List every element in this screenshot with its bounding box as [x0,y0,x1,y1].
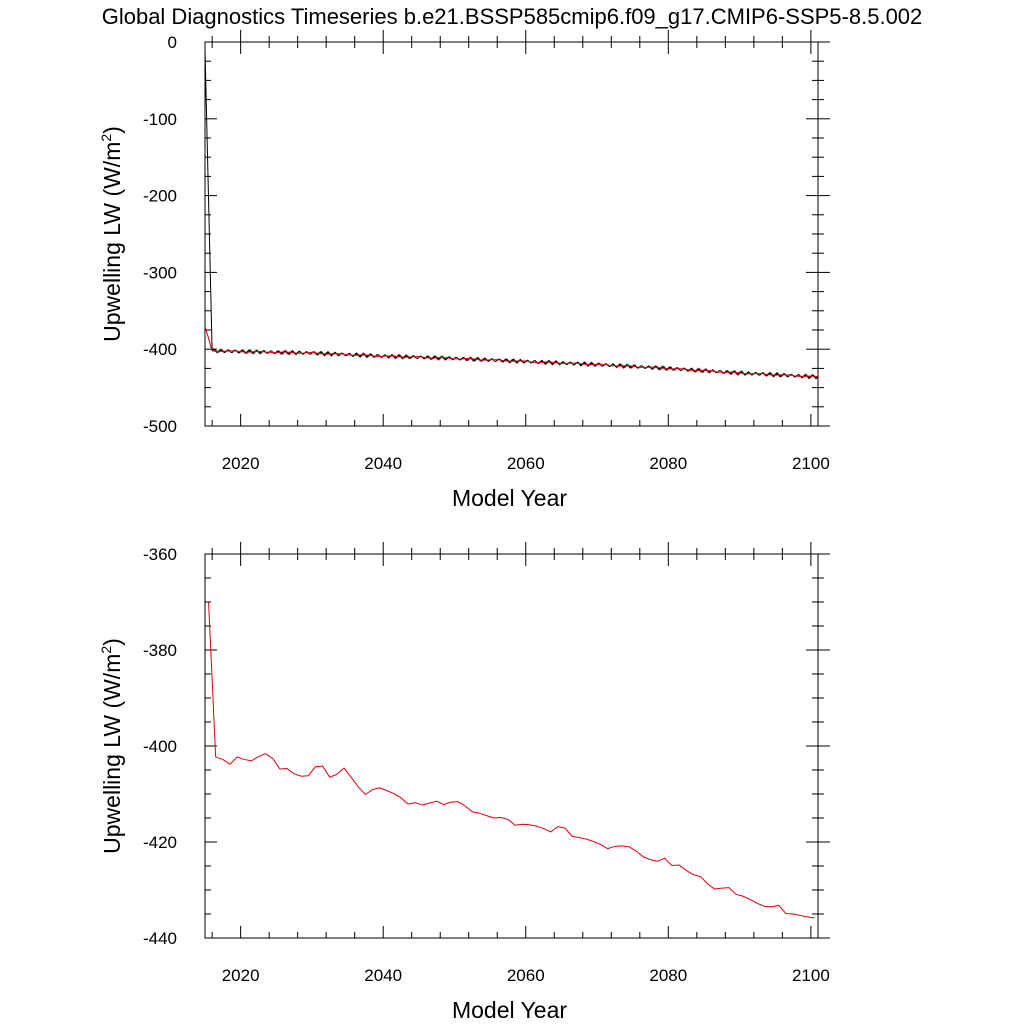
y-tick-label: -500 [143,417,177,436]
y-axis-label: Upwelling LW (W/m2) [98,638,125,854]
x-axis-label: Model Year [452,997,567,1023]
y-axis-label-superscript: 2 [98,134,114,142]
x-tick-label: 2060 [507,454,545,473]
x-tick-label: 2060 [507,966,545,985]
x-tick-label: 2040 [364,966,402,985]
y-tick-label: 0 [168,33,177,52]
plot-frame [204,553,819,939]
x-tick-label: 2100 [792,966,830,985]
y-axis-label: Upwelling LW (W/m2) [98,126,125,342]
x-axis-label: Model Year [452,485,567,511]
y-tick-label: -200 [143,187,177,206]
y-tick-label: -100 [143,110,177,129]
y-tick-label: -360 [143,545,177,564]
y-tick-label: -400 [143,340,177,359]
y-axis-label-superscript: 2 [98,646,114,654]
top-panel: 2020 2040 2060 2080 2100 0 -100 -200 -300 -400 -50… [98,30,830,511]
series-line [205,326,818,378]
figure-title: Global Diagnostics Timeseries b.e21.BSSP… [102,4,923,29]
x-tick-label: 2080 [649,454,687,473]
x-tick-label: 2100 [792,454,830,473]
y-axis-label-close: ) [99,126,125,134]
y-tick-label: -380 [143,641,177,660]
x-tick-label: 2020 [222,454,260,473]
y-tick-label: -420 [143,833,177,852]
y-tick-label: -400 [143,737,177,756]
x-tick-label: 2080 [649,966,687,985]
y-axis-label-text: Upwelling LW (W/m [99,654,125,854]
y-tick-label: -440 [143,929,177,948]
y-axis-label-text: Upwelling LW (W/m [99,142,125,342]
y-axis-label-close: ) [99,638,125,646]
y-tick-label: -300 [143,263,177,282]
plot-frame [204,41,819,427]
x-tick-label: 2040 [364,454,402,473]
x-tick-label: 2020 [222,966,260,985]
series-line [208,601,815,919]
series-line [205,49,818,380]
bottom-panel: 2020 2040 2060 2080 2100 -360 -380 -400 -420 -440… [98,542,830,1023]
